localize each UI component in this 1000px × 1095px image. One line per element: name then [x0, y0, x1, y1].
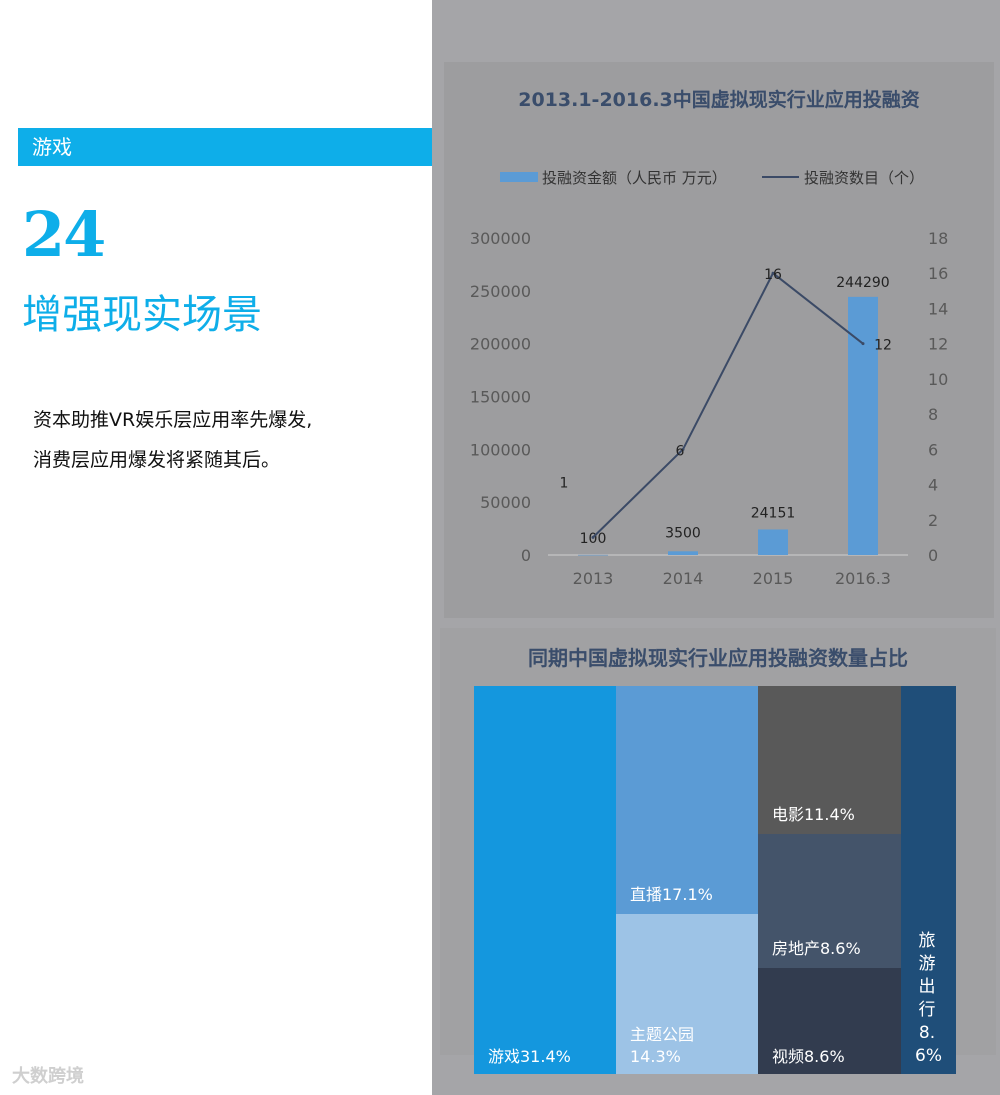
- y-right-tick-label: 12: [928, 335, 948, 354]
- treemap-cell-video: 视频8.6%: [758, 968, 901, 1074]
- y-left-tick-label: 100000: [470, 440, 531, 459]
- y-right-tick-label: 8: [928, 405, 938, 424]
- line-value-label: 6: [676, 443, 685, 459]
- y-left-tick-label: 150000: [470, 388, 531, 407]
- section-label: 游戏: [18, 128, 432, 166]
- y-right-tick-label: 10: [928, 370, 948, 389]
- treemap-cell-label: 直播17.1%: [630, 885, 713, 904]
- y-left-tick-label: 0: [521, 546, 531, 565]
- treemap-cell-travel: 旅游出行8.6%: [901, 686, 956, 1074]
- treemap-cell-realestate: 房地产8.6%: [758, 834, 901, 968]
- legend-swatch-bar: [500, 172, 538, 182]
- y-left-tick-label: 50000: [480, 493, 531, 512]
- bar: [578, 554, 608, 556]
- line-value-label: 12: [874, 338, 892, 354]
- y-right-tick-label: 14: [928, 299, 948, 318]
- y-right-tick-label: 2: [928, 511, 938, 530]
- bar-value-label: 100: [580, 531, 607, 547]
- x-tick-label: 2013: [573, 569, 614, 588]
- line-value-label: 1: [560, 475, 569, 491]
- bar: [848, 296, 878, 555]
- bar: [668, 551, 698, 555]
- y-right-tick-label: 18: [928, 229, 948, 248]
- legend-label-bar: 投融资金额（人民币 万元）: [542, 169, 727, 187]
- description-line-2: 消费层应用爆发将紧随其后。: [33, 449, 281, 471]
- treemap-title: 同期中国虚拟现实行业应用投融资数量占比: [528, 646, 908, 670]
- y-right-tick-label: 6: [928, 440, 938, 459]
- page-title: 增强现实场景: [22, 292, 262, 338]
- page-number: 24: [22, 198, 106, 271]
- treemap-cell-label: 主题公园 14.3%: [630, 1025, 695, 1066]
- watermark-text: 大数跨境: [12, 1066, 84, 1087]
- line-point: [861, 342, 865, 346]
- line-point: [591, 535, 595, 539]
- bar-value-label: 24151: [751, 505, 796, 521]
- left-panel: 游戏 24 增强现实场景 资本助推VR娱乐层应用率先爆发, 消费层应用爆发将紧随…: [0, 0, 432, 1095]
- line-point: [681, 447, 685, 451]
- line-value-label: 16: [764, 267, 782, 283]
- y-left-tick-label: 300000: [470, 229, 531, 248]
- treemap-panel: 同期中国虚拟现实行业应用投融资数量占比 游戏31.4% 直播17.1% 主题公园 1…: [440, 628, 996, 1074]
- chart-title: 2013.1-2016.3中国虚拟现实行业应用投融资: [518, 88, 920, 111]
- description: 资本助推VR娱乐层应用率先爆发, 消费层应用爆发将紧随其后。: [33, 400, 312, 480]
- treemap-cell-label: 游戏31.4%: [488, 1047, 571, 1066]
- y-left-tick-label: 250000: [470, 282, 531, 301]
- treemap-cell-label: 房地产8.6%: [772, 939, 861, 958]
- treemap-cell-live: 直播17.1%: [616, 686, 758, 914]
- x-tick-label: 2016.3: [835, 569, 891, 588]
- y-right-tick-label: 0: [928, 546, 938, 565]
- watermark-logo: 大数跨境: [12, 1062, 84, 1088]
- series-line: [592, 271, 864, 539]
- treemap-cell-themepark: 主题公园 14.3%: [616, 914, 758, 1074]
- bar-value-label: 244290: [836, 275, 889, 291]
- line-point: [771, 271, 775, 275]
- x-tick-label: 2015: [753, 569, 794, 588]
- bar-value-label: 3500: [665, 525, 701, 541]
- chart-panel: 2013.1-2016.3中国虚拟现实行业应用投融资投融资金额（人民币 万元） 投…: [444, 62, 994, 618]
- y-left-tick-label: 200000: [470, 335, 531, 354]
- legend-label-line: 投融资数目（个）: [804, 169, 924, 187]
- bar: [758, 529, 788, 555]
- treemap-cell-label: 电影11.4%: [772, 805, 855, 824]
- treemap-cell-film: 电影11.4%: [758, 686, 901, 834]
- description-line-1: 资本助推VR娱乐层应用率先爆发,: [33, 409, 313, 431]
- x-tick-label: 2014: [663, 569, 704, 588]
- treemap-cell-label: 旅游出行8.6%: [915, 931, 942, 1066]
- y-right-tick-label: 16: [928, 264, 948, 283]
- treemap-cell-label: 视频8.6%: [772, 1047, 845, 1066]
- treemap-cell-games: 游戏31.4%: [474, 686, 616, 1074]
- y-right-tick-label: 4: [928, 476, 938, 495]
